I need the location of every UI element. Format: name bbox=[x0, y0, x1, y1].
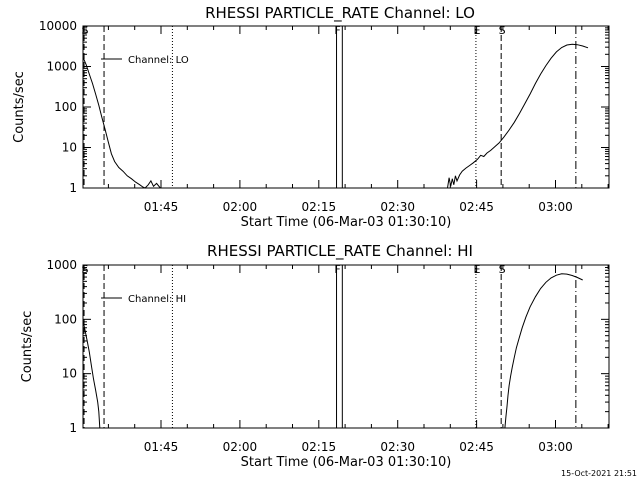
series-line bbox=[82, 320, 101, 429]
plot-frame bbox=[82, 25, 610, 189]
y-tick-label: 1000 bbox=[46, 60, 77, 74]
event-marker-label: F bbox=[334, 24, 340, 37]
y-tick-label: 1 bbox=[69, 421, 77, 435]
y-tick-label: 100 bbox=[54, 312, 77, 326]
event-marker-label: F bbox=[334, 263, 340, 276]
x-tick-label: 01:45 bbox=[144, 200, 179, 214]
series-line bbox=[504, 273, 583, 429]
event-marker-label: S bbox=[82, 263, 89, 276]
x-tick-label: 02:00 bbox=[223, 440, 258, 454]
event-marker-label: S bbox=[82, 24, 89, 37]
x-tick-label: 02:30 bbox=[380, 200, 415, 214]
y-tick-label: 1 bbox=[69, 181, 77, 195]
chart-title: RHESSI PARTICLE_RATE Channel: LO bbox=[205, 4, 475, 23]
x-tick-label: 03:00 bbox=[538, 200, 573, 214]
y-axis-label: Counts/sec bbox=[20, 311, 35, 383]
legend-label: Channel: LO bbox=[128, 55, 189, 66]
event-marker-label: S bbox=[499, 263, 506, 276]
event-marker-label: E bbox=[473, 24, 480, 37]
x-tick-label: 02:30 bbox=[380, 440, 415, 454]
y-tick-label: 10 bbox=[62, 367, 77, 381]
chart-title: RHESSI PARTICLE_RATE Channel: HI bbox=[207, 242, 473, 261]
x-tick-label: 02:15 bbox=[302, 440, 337, 454]
x-tick-label: 02:45 bbox=[459, 440, 494, 454]
x-axis-label: Start Time (06-Mar-03 01:30:10) bbox=[241, 455, 452, 470]
event-marker-label: E bbox=[473, 263, 480, 276]
panel-hi: RHESSI PARTICLE_RATE Channel: HI 1 10 100 10… bbox=[20, 242, 610, 470]
x-tick-label: 02:15 bbox=[302, 200, 337, 214]
x-tick-label: 02:45 bbox=[459, 200, 494, 214]
plot-frame bbox=[82, 264, 610, 429]
x-tick-label: 01:45 bbox=[144, 440, 179, 454]
y-tick-label: 1000 bbox=[46, 258, 77, 272]
series-line bbox=[447, 43, 589, 189]
x-tick-label: 03:00 bbox=[538, 440, 573, 454]
x-axis-label: Start Time (06-Mar-03 01:30:10) bbox=[241, 215, 452, 230]
panel-lo: RHESSI PARTICLE_RATE Channel: LO 1 10 100 10… bbox=[12, 4, 610, 230]
y-tick-label: 10000 bbox=[39, 19, 77, 33]
footer-timestamp: 15-Oct-2021 21:51 bbox=[561, 469, 637, 478]
y-axis-label: Counts/sec bbox=[12, 71, 27, 143]
x-tick-label: 02:00 bbox=[223, 200, 258, 214]
series-line bbox=[82, 57, 164, 189]
event-marker-label: S bbox=[499, 24, 506, 37]
legend-label: Channel: HI bbox=[128, 294, 186, 305]
y-tick-label: 10 bbox=[62, 141, 77, 155]
y-tick-label: 100 bbox=[54, 100, 77, 114]
